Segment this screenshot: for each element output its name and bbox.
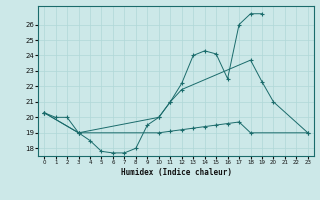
X-axis label: Humidex (Indice chaleur): Humidex (Indice chaleur) [121,168,231,177]
